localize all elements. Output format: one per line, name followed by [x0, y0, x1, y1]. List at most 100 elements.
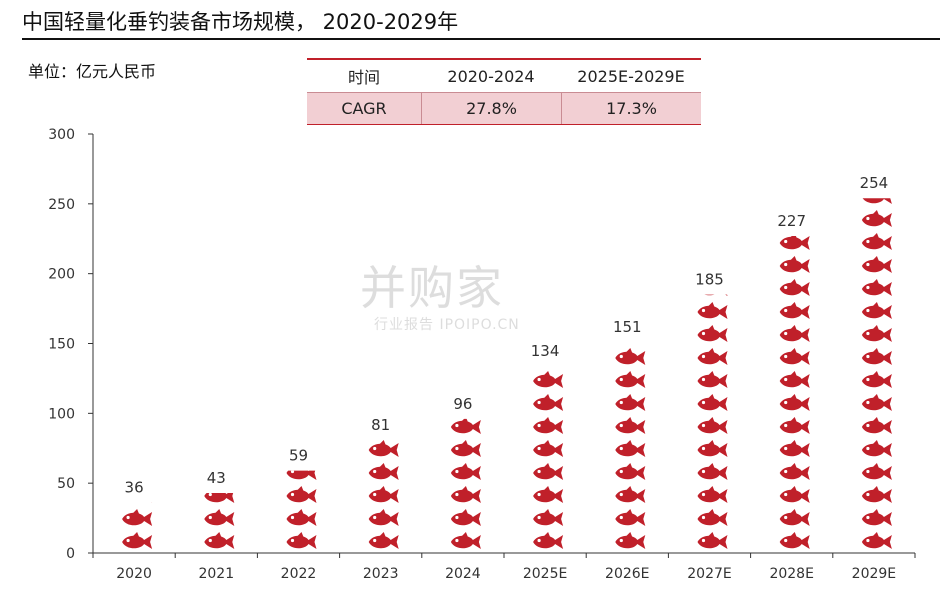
- cagr-table-value-row: CAGR 27.8% 17.3%: [307, 92, 701, 124]
- fish-icon: [697, 302, 728, 319]
- fish-icon: [697, 325, 728, 342]
- fish-icon: [450, 440, 481, 457]
- x-tick-label: 2023: [363, 566, 399, 582]
- fish-icon: [861, 532, 892, 549]
- fish-icon: [286, 486, 317, 503]
- x-tick-label: 2027E: [687, 566, 731, 582]
- fish-icon: [450, 532, 481, 549]
- fish-icon: [697, 348, 728, 365]
- fish-icon: [862, 198, 892, 204]
- bar-2027E: [697, 294, 728, 549]
- fish-icon: [861, 463, 892, 480]
- data-label-2021: 43: [207, 469, 226, 487]
- cagr-table: 时间 2020-2024 2025E-2029E CAGR 27.8% 17.3…: [307, 58, 701, 125]
- fish-icon: [286, 470, 317, 480]
- unit-label: 单位：亿元人民币: [28, 62, 157, 81]
- fish-icon: [861, 279, 892, 296]
- fish-icon: [779, 302, 810, 319]
- y-tick-label: 150: [48, 337, 75, 353]
- y-tick-label: 50: [57, 476, 75, 492]
- fish-icon: [615, 417, 646, 434]
- fish-icon: [861, 394, 892, 411]
- fish-icon: [697, 509, 728, 526]
- x-tick-label: 2021: [198, 566, 234, 582]
- data-label-2023: 81: [371, 416, 390, 434]
- fish-icon: [615, 509, 646, 526]
- x-tick-label: 2024: [445, 566, 481, 582]
- cagr-table-header-row: 时间 2020-2024 2025E-2029E: [307, 60, 701, 92]
- bar-2026E: [615, 348, 646, 549]
- fish-icon: [122, 509, 153, 526]
- fish-icon: [779, 325, 810, 342]
- cagr-value-2025e-2029e: 17.3%: [561, 93, 701, 124]
- fish-icon: [204, 492, 235, 503]
- fish-icon: [368, 440, 399, 457]
- fish-icon: [122, 532, 153, 549]
- fish-icon: [615, 394, 646, 411]
- fish-icon: [615, 486, 646, 503]
- fish-icon: [450, 463, 481, 480]
- fish-icon: [861, 486, 892, 503]
- bar-2022: [286, 470, 317, 549]
- fish-icon: [615, 371, 646, 388]
- fish-icon: [368, 486, 399, 503]
- y-tick-label: 300: [48, 127, 75, 143]
- fish-icon: [861, 302, 892, 319]
- bar-2020: [122, 502, 153, 549]
- bar-2025E: [533, 371, 564, 549]
- fish-icon: [450, 418, 481, 434]
- title-underline: [22, 38, 940, 40]
- bar-2023: [368, 440, 399, 549]
- y-tick-label: 200: [48, 267, 75, 283]
- data-label-2026E: 151: [613, 318, 642, 336]
- fish-icon: [779, 279, 810, 296]
- fish-icon: [861, 348, 892, 365]
- fish-icon: [861, 371, 892, 388]
- data-label-2027E: 185: [695, 271, 724, 289]
- fish-icon: [204, 532, 235, 549]
- fish-icon: [861, 325, 892, 342]
- cagr-header-2020-2024: 2020-2024: [447, 66, 535, 86]
- fish-icon: [779, 463, 810, 480]
- fish-icon: [286, 509, 317, 526]
- fish-icon: [861, 210, 892, 227]
- fish-icon: [779, 440, 810, 457]
- fish-icon: [697, 394, 728, 411]
- data-label-2024: 96: [453, 395, 472, 413]
- fish-icon: [861, 417, 892, 434]
- x-tick-label: 2029E: [852, 566, 896, 582]
- bar-2029E: [861, 198, 892, 549]
- fish-icon: [450, 509, 481, 526]
- fish-icon: [779, 235, 810, 250]
- fish-icon: [368, 509, 399, 526]
- fish-icon: [861, 256, 892, 273]
- fish-icon: [533, 417, 564, 434]
- fish-icon: [697, 463, 728, 480]
- x-tick-label: 2028E: [769, 566, 813, 582]
- fish-icon: [368, 463, 399, 480]
- fish-icon: [697, 417, 728, 434]
- fish-icon: [533, 532, 564, 549]
- data-label-2020: 36: [125, 479, 144, 497]
- fish-icon: [286, 532, 317, 549]
- fish-icon: [368, 532, 399, 549]
- fish-icon: [533, 371, 564, 388]
- bar-2024: [450, 418, 481, 549]
- cagr-row-label: CAGR: [341, 99, 387, 118]
- fish-icon: [533, 463, 564, 480]
- fish-icon: [533, 440, 564, 457]
- fish-icon: [779, 394, 810, 411]
- x-tick-label: 2026E: [605, 566, 649, 582]
- x-tick-label: 2020: [116, 566, 152, 582]
- fish-icon: [533, 509, 564, 526]
- y-tick-label: 0: [66, 546, 75, 562]
- fish-icon: [533, 394, 564, 411]
- cagr-header-2025e-2029e: 2025E-2029E: [577, 66, 685, 86]
- data-label-2029E: 254: [860, 174, 889, 192]
- x-tick-label: 2025E: [523, 566, 567, 582]
- fish-icon: [697, 532, 728, 549]
- fish-icon: [861, 509, 892, 526]
- cagr-value-2020-2024: 27.8%: [421, 93, 561, 124]
- fish-icon: [615, 348, 646, 365]
